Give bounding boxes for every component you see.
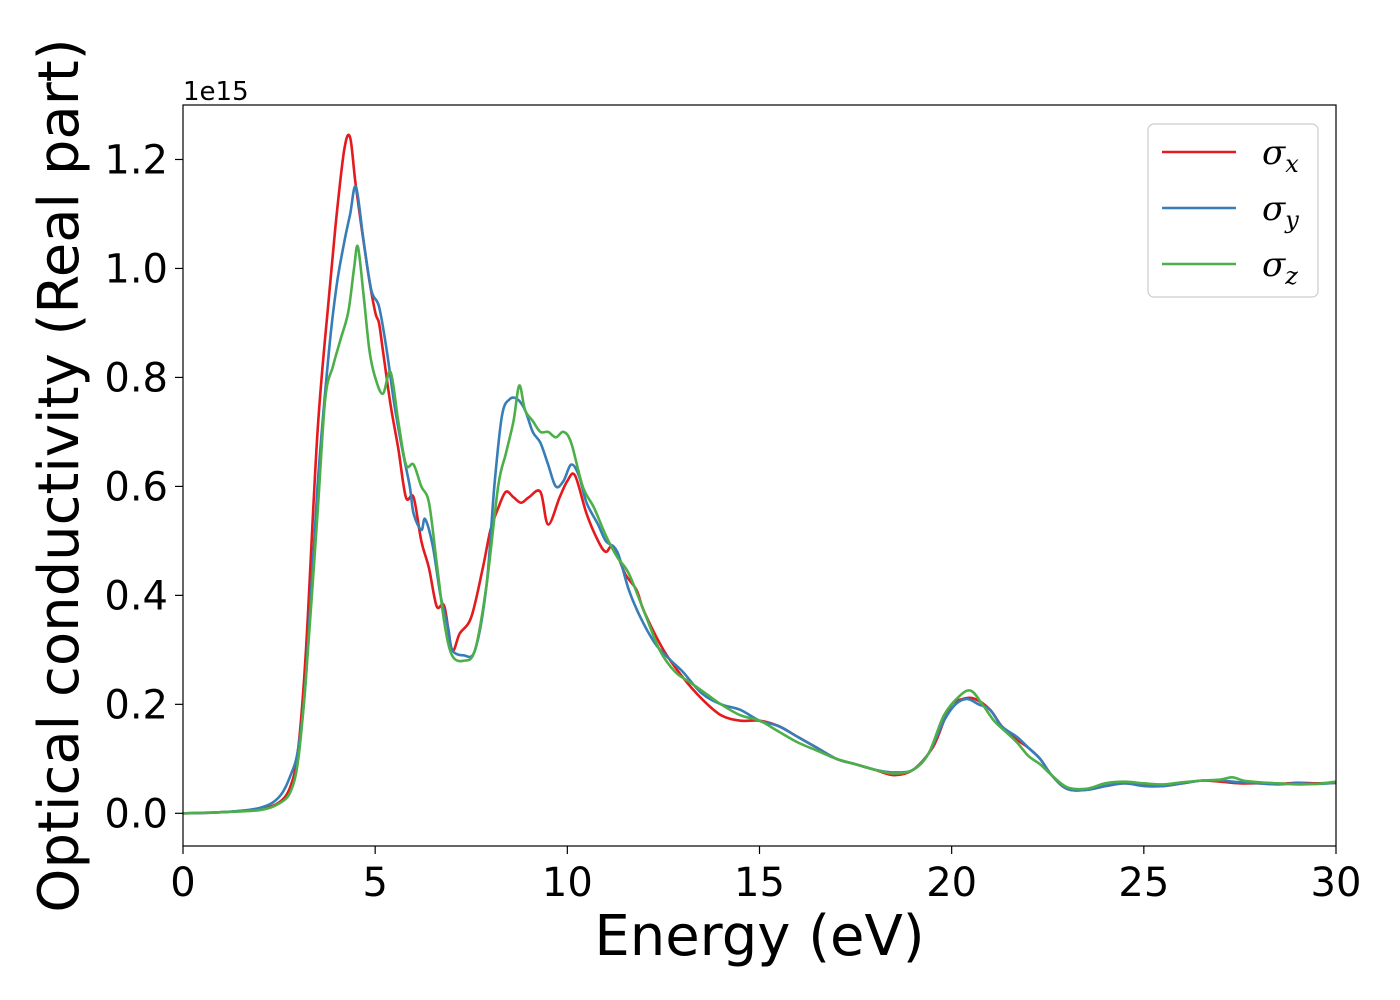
- legend-label-y: σy: [1262, 189, 1299, 234]
- x-tick-label: 0: [170, 860, 195, 906]
- legend-label-x: σx: [1262, 133, 1299, 178]
- series-line-z: [183, 244, 1336, 815]
- x-tick-label: 5: [362, 860, 387, 906]
- x-tick-label: 30: [1311, 860, 1362, 906]
- y-axis-title: Optical conductivity (Real part): [27, 38, 92, 912]
- x-tick-label: 20: [926, 860, 977, 906]
- y-tick-label: 0.4: [104, 573, 168, 619]
- x-tick-label: 25: [1118, 860, 1169, 906]
- y-tick-label: 0.8: [104, 355, 168, 401]
- legend-box: [1147, 123, 1319, 298]
- y-offset-label: 1e15: [183, 77, 249, 107]
- x-axis-title: Energy (eV): [594, 904, 924, 969]
- x-tick-label: 15: [734, 860, 785, 906]
- y-tick-label: 1.2: [104, 137, 168, 183]
- legend-label-z: σz: [1262, 245, 1298, 290]
- y-tick-label: 0.0: [104, 791, 168, 837]
- x-tick-label: 10: [542, 860, 593, 906]
- y-tick-label: 0.6: [104, 464, 168, 510]
- y-axis-ticks: 0.0 0.2 0.4 0.6 0.8 1.0 1.2: [104, 137, 183, 837]
- y-tick-label: 1.0: [104, 246, 168, 292]
- plot-lines: [183, 133, 1336, 815]
- legend: σx σy σz: [1147, 123, 1319, 298]
- x-axis-ticks: 0 5 10 15 20 25 30: [170, 846, 1361, 906]
- y-tick-label: 0.2: [104, 682, 168, 728]
